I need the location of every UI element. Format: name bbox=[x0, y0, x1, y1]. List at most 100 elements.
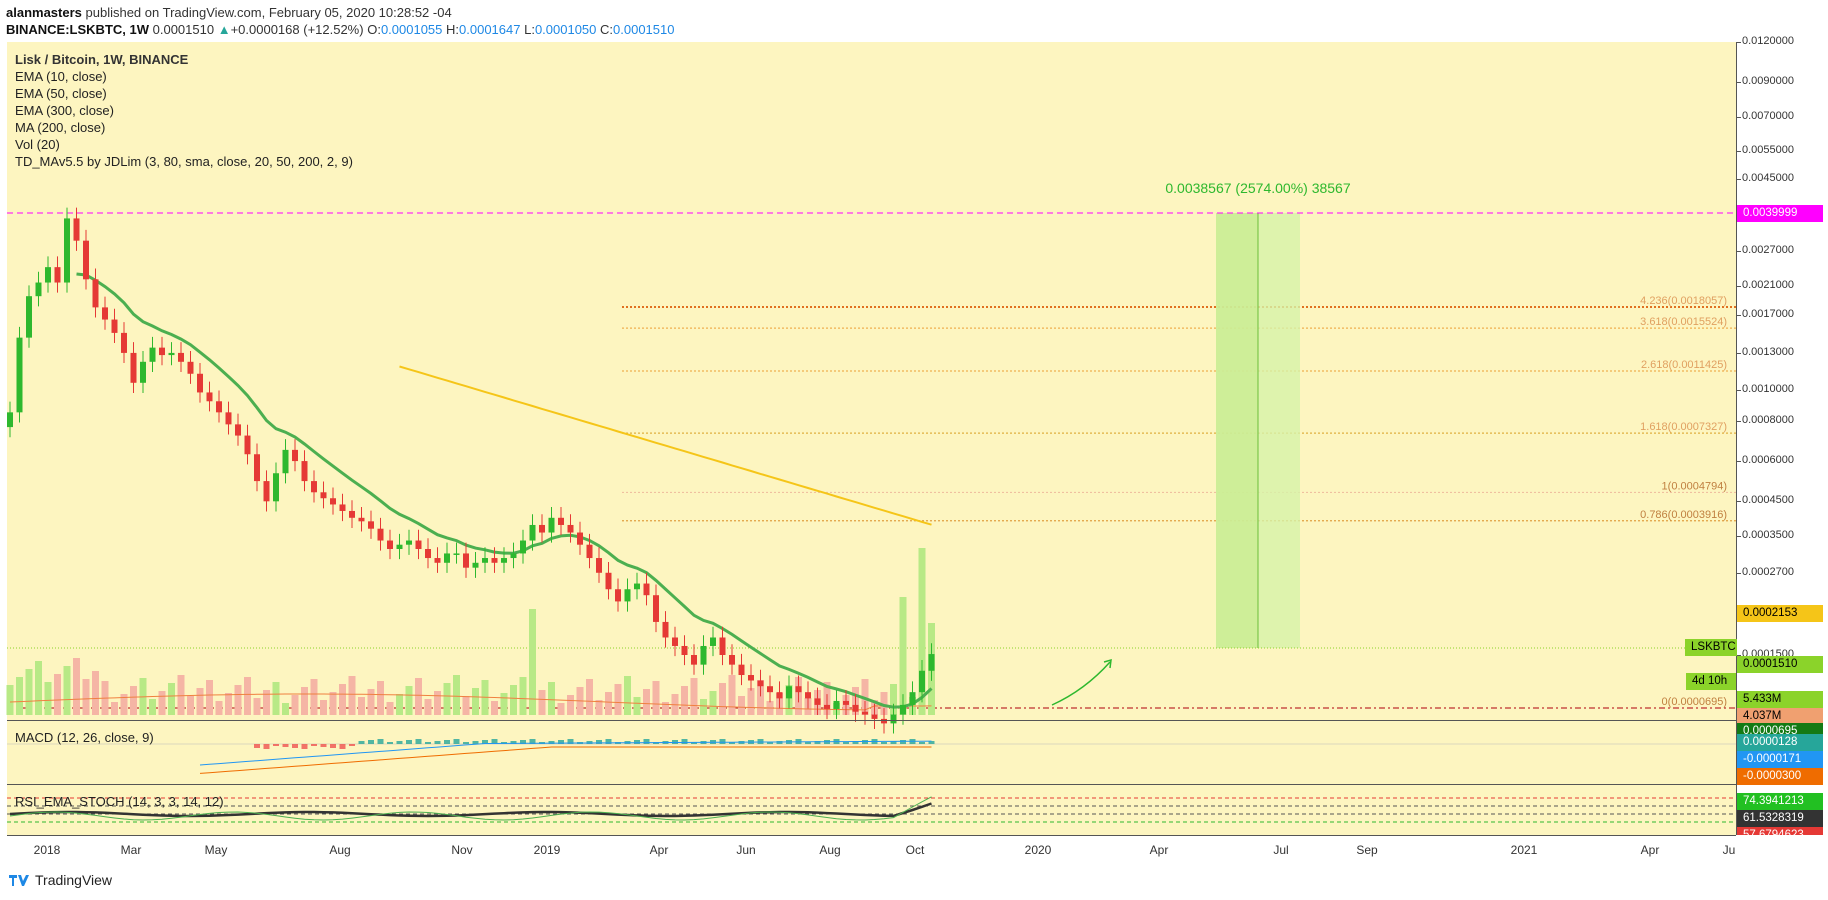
candle-body bbox=[843, 700, 849, 705]
macd-histogram-bar bbox=[520, 740, 526, 744]
price-tick-label: 0.0013000 bbox=[1742, 345, 1794, 358]
macd-histogram-bar bbox=[320, 744, 327, 747]
volume-bar bbox=[681, 686, 688, 715]
volume-bar bbox=[168, 683, 175, 715]
time-tick-label: 2020 bbox=[1024, 843, 1052, 857]
candle-body bbox=[349, 510, 355, 518]
legend-ema10[interactable]: EMA (10, close) bbox=[15, 69, 107, 84]
candle-body bbox=[216, 401, 222, 413]
candle-body bbox=[235, 424, 241, 436]
candle-body bbox=[168, 352, 175, 356]
tick-mark bbox=[1736, 151, 1741, 153]
volume-bar bbox=[92, 671, 99, 715]
time-tick-label: Apr bbox=[1640, 843, 1660, 857]
volume-bar bbox=[149, 699, 156, 715]
candle-body bbox=[225, 412, 232, 425]
tick-mark bbox=[1736, 117, 1741, 119]
candle-body bbox=[662, 621, 669, 638]
macd-histogram-bar bbox=[444, 740, 450, 744]
volume-bar bbox=[700, 699, 707, 715]
rsi-legend[interactable]: RSI_EMA_STOCH (14, 3, 3, 14, 12) bbox=[15, 794, 224, 809]
pane-divider[interactable] bbox=[7, 720, 1736, 721]
tick-mark bbox=[1736, 179, 1741, 181]
volume-bar bbox=[225, 693, 232, 715]
candle-body bbox=[586, 544, 593, 559]
candle-body bbox=[140, 361, 146, 383]
macd-histogram-bar bbox=[852, 741, 859, 744]
candle-body bbox=[862, 711, 868, 715]
volume-bar bbox=[415, 678, 422, 715]
macd-histogram-bar bbox=[681, 739, 688, 744]
macd-histogram-bar bbox=[396, 741, 403, 744]
macd-histogram-bar bbox=[510, 741, 517, 744]
fib-label: 1(0.0004794) bbox=[1662, 480, 1727, 492]
volume-bar bbox=[215, 701, 223, 715]
macd-histogram-bar bbox=[453, 739, 460, 744]
target-zone: 0.0038567 (2574.00%) 38567 bbox=[7, 180, 1736, 649]
candle-body bbox=[738, 664, 745, 676]
pane-divider[interactable] bbox=[7, 784, 1736, 785]
high-label: H: bbox=[446, 22, 460, 37]
volume-bar bbox=[747, 688, 755, 715]
macd-legend[interactable]: MACD (12, 26, close, 9) bbox=[15, 730, 154, 745]
macd-histogram-bar bbox=[643, 739, 650, 744]
candle-body bbox=[634, 583, 640, 590]
volume-bar bbox=[329, 692, 337, 715]
candle-body bbox=[719, 637, 726, 655]
volume-bar bbox=[120, 694, 128, 715]
target-box-left bbox=[1216, 213, 1258, 648]
volume-bar bbox=[757, 680, 764, 715]
candle-body bbox=[928, 654, 935, 671]
candle-body bbox=[121, 332, 127, 353]
high-value: 0.0001647 bbox=[459, 22, 521, 37]
candle-body bbox=[206, 392, 213, 402]
candle-body bbox=[425, 549, 431, 559]
legend-volume[interactable]: Vol (20) bbox=[15, 137, 60, 152]
author-name[interactable]: alanmasters bbox=[6, 5, 82, 20]
ema10-line bbox=[76, 272, 933, 709]
volume-bar bbox=[586, 679, 593, 715]
macd-histogram-bar bbox=[691, 742, 697, 744]
candle-body bbox=[833, 700, 840, 709]
legend-td-ma[interactable]: TD_MAv5.5 by JDLim (3, 80, sma, close, 2… bbox=[15, 154, 353, 169]
candle-body bbox=[567, 524, 574, 533]
legend-ema50[interactable]: EMA (50, close) bbox=[15, 86, 107, 101]
close-value: 0.0001510 bbox=[613, 22, 675, 37]
candle-body bbox=[767, 686, 773, 693]
candle-body bbox=[434, 558, 441, 563]
macd-line bbox=[199, 740, 932, 766]
candle-body bbox=[748, 675, 754, 681]
candle-body bbox=[672, 637, 678, 646]
candle-body bbox=[871, 714, 878, 719]
volume-bar bbox=[643, 689, 650, 715]
time-axis[interactable] bbox=[7, 835, 1736, 866]
volume-bar bbox=[899, 597, 907, 715]
tradingview-icon bbox=[9, 875, 29, 886]
fib-label: 2.618(0.0011425) bbox=[1641, 359, 1727, 371]
candles bbox=[7, 207, 935, 734]
macd-histogram-bar bbox=[311, 744, 317, 746]
time-tick-label: Sep bbox=[1356, 843, 1378, 857]
candle-body bbox=[130, 352, 137, 383]
legend-ma200[interactable]: MA (200, close) bbox=[15, 120, 106, 135]
macd-histogram-bar bbox=[377, 739, 384, 744]
volume-bar bbox=[728, 675, 736, 715]
tradingview-logo[interactable]: TradingView bbox=[8, 872, 112, 888]
volume-bar bbox=[320, 700, 327, 715]
ohlc-line: BINANCE:LSKBTC, 1W 0.0001510 ▲+0.0000168… bbox=[6, 22, 674, 37]
legend-ema300[interactable]: EMA (300, close) bbox=[15, 103, 114, 118]
time-tick-label: Nov bbox=[451, 843, 473, 857]
macd-histogram-bar bbox=[596, 740, 602, 744]
candle-body bbox=[691, 655, 697, 665]
time-tick-label: Aug bbox=[819, 843, 841, 857]
price-tick-label: 0.0055000 bbox=[1742, 144, 1794, 157]
volume-bar bbox=[54, 674, 61, 715]
price-tick-label: 0.0008000 bbox=[1742, 413, 1794, 426]
candle-body bbox=[45, 267, 51, 283]
macd-histogram-bar bbox=[719, 739, 726, 744]
candle-body bbox=[710, 637, 716, 646]
macd-histogram-bar bbox=[482, 740, 488, 744]
macd-histogram-bar bbox=[558, 740, 564, 744]
close-label: C: bbox=[600, 22, 614, 37]
